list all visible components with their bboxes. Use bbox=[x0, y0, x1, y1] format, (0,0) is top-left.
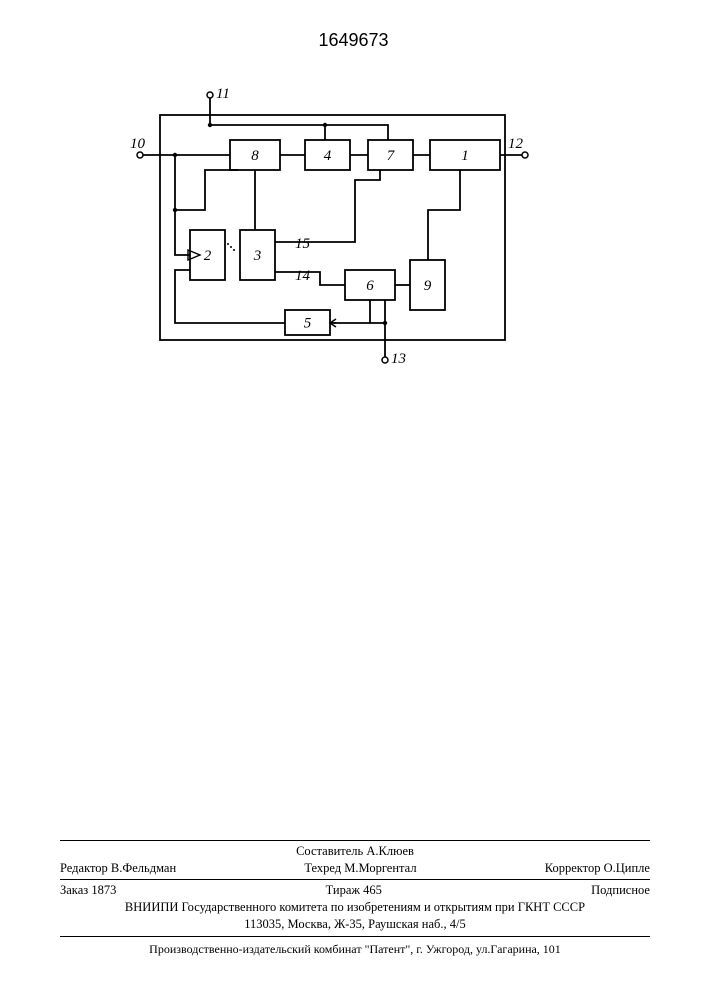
tirazh: Тираж 465 bbox=[326, 882, 382, 899]
svg-text:6: 6 bbox=[366, 278, 374, 294]
editor: Редактор В.Фельдман bbox=[60, 860, 176, 877]
svg-text:8: 8 bbox=[251, 148, 259, 164]
subscription: Подписное bbox=[591, 882, 650, 899]
svg-text:2: 2 bbox=[204, 248, 212, 264]
svg-text:9: 9 bbox=[424, 278, 432, 294]
corrector: Корректор О.Ципле bbox=[545, 860, 650, 877]
svg-text:14: 14 bbox=[295, 268, 311, 284]
svg-text:10: 10 bbox=[130, 136, 146, 152]
footer-block: Составитель А.Клюев Редактор В.Фельдман … bbox=[60, 838, 650, 958]
publisher: Производственно-издательский комбинат "П… bbox=[60, 941, 650, 957]
svg-text:13: 13 bbox=[391, 351, 406, 367]
svg-text:1: 1 bbox=[461, 148, 469, 164]
svg-text:12: 12 bbox=[508, 136, 524, 152]
svg-text:7: 7 bbox=[387, 148, 396, 164]
patent-number: 1649673 bbox=[0, 30, 707, 51]
org-address: 113035, Москва, Ж-35, Раушская наб., 4/5 bbox=[60, 916, 650, 933]
compiler-label: Составитель bbox=[296, 844, 363, 858]
svg-text:4: 4 bbox=[324, 148, 332, 164]
techred: Техред М.Моргентал bbox=[304, 860, 416, 877]
svg-text:15: 15 bbox=[295, 236, 311, 252]
svg-text:11: 11 bbox=[216, 86, 230, 102]
svg-text:5: 5 bbox=[304, 316, 312, 332]
compiler-name: А.Клюев bbox=[366, 844, 414, 858]
order: Заказ 1873 bbox=[60, 882, 116, 899]
svg-text:3: 3 bbox=[253, 248, 262, 264]
block-diagram: 123456789101112131514 bbox=[110, 80, 550, 390]
org: ВНИИПИ Государственного комитета по изоб… bbox=[60, 899, 650, 916]
